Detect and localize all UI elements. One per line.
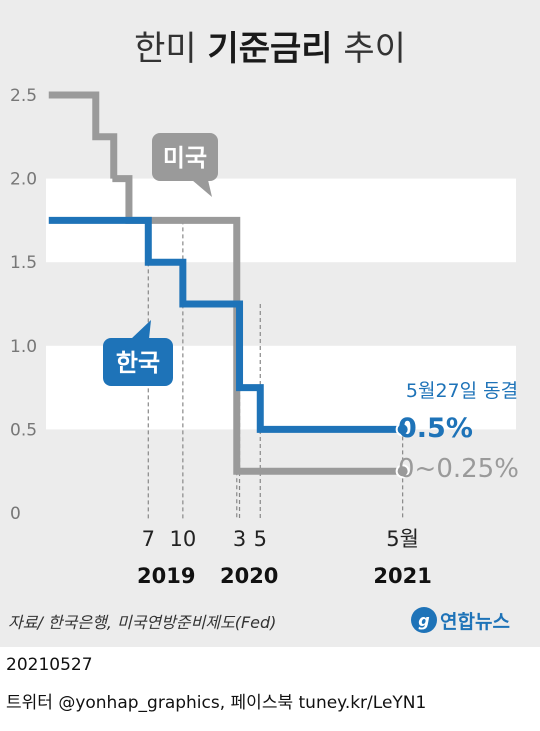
chart-title: 한미 기준금리 추이 (134, 29, 406, 69)
x-tick-label: 7 (142, 527, 155, 551)
x-tick-label: 3 (233, 527, 246, 551)
korea-callout-tail (131, 320, 151, 339)
y-tick-label: 2.0 (10, 170, 37, 190)
us-callout-tail (192, 180, 212, 197)
footer-social: 트위터 @yonhap_graphics, 페이스북 tuney.kr/LeYN… (6, 693, 427, 713)
korea-callout-label: 한국 (116, 349, 160, 377)
us-end-point (395, 464, 410, 479)
year-label: 2019 (137, 564, 195, 588)
korea-callout (103, 338, 173, 386)
source-text: 자료/ 한국은행, 미국연방준비제도(Fed) (8, 613, 276, 632)
x-tick-label: 10 (169, 527, 196, 551)
y-tick-label: 1.5 (10, 253, 37, 273)
korea-end-point (395, 422, 410, 437)
us-callout (152, 133, 218, 181)
y-tick-label: 1.0 (10, 337, 37, 357)
logo-icon (411, 607, 437, 633)
year-label: 2021 (373, 564, 431, 588)
y-tick-label: 0.5 (10, 420, 37, 440)
year-label: 2020 (220, 564, 278, 588)
korea-end-label: 0.5% (398, 413, 473, 444)
y-tick-label: 0 (10, 504, 21, 524)
x-tick-label: 5 (254, 527, 267, 551)
us-rate-line (48, 91, 403, 475)
chart-card (0, 0, 540, 647)
us-end-label: 0~0.25% (398, 454, 519, 484)
yonhap-logo: g 연합뉴스 (411, 607, 510, 633)
us-callout-label: 미국 (163, 144, 207, 172)
korea-rate-line (48, 216, 403, 433)
y-tick-label: 2.5 (10, 86, 37, 106)
logo-text: 연합뉴스 (440, 611, 510, 633)
x-tick-label: 5월 (386, 527, 419, 551)
svg-text:g: g (418, 611, 429, 630)
footer-date: 20210527 (6, 655, 93, 675)
freeze-annotation: 5월27일 동결 (406, 380, 518, 402)
